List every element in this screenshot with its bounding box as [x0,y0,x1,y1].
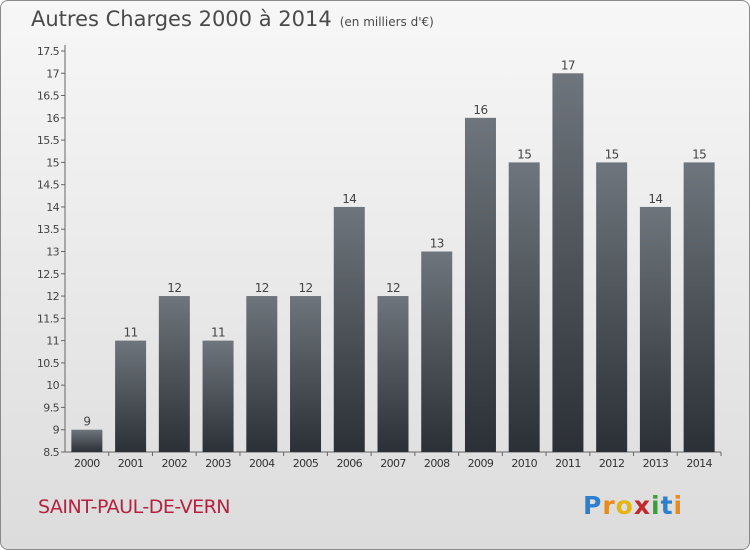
x-tick-label: 2011 [555,457,581,470]
y-tick-label: 16 [46,112,59,125]
bar [552,73,584,453]
data-label: 14 [342,192,356,206]
data-label: 9 [83,415,90,429]
data-label: 11 [211,326,225,340]
x-tick-label: 2005 [293,457,319,470]
bar [464,117,496,452]
data-label: 17 [561,58,575,72]
bar [246,296,278,452]
y-tick-label: 12 [46,290,59,303]
town-name: SAINT-PAUL-DE-VERN [38,496,231,518]
bar [683,162,715,452]
x-tick-label: 2002 [162,457,188,470]
x-tick-label: 2009 [468,457,494,470]
y-tick-label: 8.5 [43,446,59,459]
x-tick-label: 2014 [686,457,712,470]
logo-letter: x [633,491,651,520]
data-label: 12 [386,281,400,295]
bar [333,206,365,452]
data-label: 12 [298,281,312,295]
x-tick-label: 2003 [205,457,231,470]
logo-letter: i [651,491,661,520]
x-tick-label: 2007 [380,457,406,470]
data-label: 11 [124,326,138,340]
unit-note: (en milliers d'€) [339,15,434,29]
bar [508,162,540,452]
bar [158,296,190,452]
data-label: 15 [605,147,619,161]
y-tick-label: 10 [46,379,59,392]
y-tick-label: 9 [53,424,60,437]
y-tick-label: 13 [46,246,59,259]
logo-letter: t [660,491,674,520]
bar [115,340,147,452]
bar [202,340,234,452]
bar [71,429,103,452]
x-tick-label: 2004 [249,457,275,470]
data-label: 14 [648,192,662,206]
data-label: 12 [255,281,269,295]
y-tick-label: 17.5 [37,45,60,58]
chart-title: Autres Charges 2000 à 2014 (en milliers d… [31,7,434,31]
proxiti-logo[interactable]: Proxiti [583,491,683,520]
x-tick-label: 2013 [643,457,669,470]
y-tick-label: 16.5 [37,90,60,103]
y-tick-label: 10.5 [37,357,60,370]
x-tick-label: 2000 [74,457,100,470]
x-tick-label: 2010 [511,457,537,470]
x-tick-label: 2001 [118,457,144,470]
x-tick-label: 2006 [336,457,362,470]
logo-letter: o [615,491,634,520]
x-tick-label: 2008 [424,457,450,470]
y-tick-label: 14.5 [37,179,60,192]
logo-letter: i [673,491,684,520]
y-tick-label: 11.5 [37,312,60,325]
x-tick-label: 2012 [599,457,625,470]
data-label: 15 [692,147,706,161]
bar [596,162,628,452]
bar [377,296,409,452]
logo-letter: r [602,491,616,520]
bar [639,206,671,452]
logo-letter: P [583,491,603,520]
title-text: Autres Charges 2000 à 2014 [31,7,332,31]
y-tick-label: 15 [46,156,59,169]
y-tick-label: 12.5 [37,268,60,281]
data-label: 15 [517,147,531,161]
y-tick-label: 15.5 [37,134,60,147]
data-label: 12 [167,281,181,295]
y-tick-label: 14 [46,201,59,214]
bar [290,296,322,452]
bar [421,251,453,452]
data-label: 16 [473,103,487,117]
y-tick-label: 17 [46,67,59,80]
data-label: 13 [430,237,444,251]
y-tick-label: 9.5 [43,401,59,414]
y-tick-label: 13.5 [37,223,60,236]
y-tick-label: 11 [46,335,59,348]
